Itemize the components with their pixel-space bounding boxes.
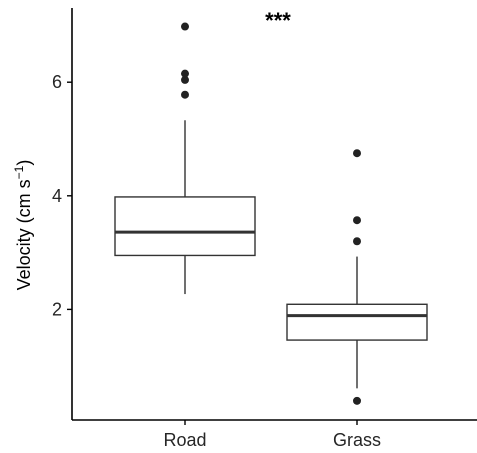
outlier-point	[353, 149, 361, 158]
y-tick-label: 2	[52, 299, 62, 319]
outlier-point	[353, 216, 361, 225]
significance-annotation: ***	[265, 8, 291, 33]
y-tick-label: 6	[52, 72, 62, 92]
outlier-point	[181, 90, 189, 99]
box-body	[114, 196, 256, 257]
box-body	[286, 303, 428, 341]
y-axis-title-close: )	[14, 160, 34, 166]
outlier-point	[181, 22, 189, 31]
y-tick-label: 4	[52, 186, 62, 206]
outlier-point	[181, 69, 189, 78]
x-tick-label: Grass	[333, 430, 381, 450]
x-tick-label: Road	[163, 430, 206, 450]
y-axis-title-superscript: −1	[12, 165, 26, 179]
outlier-point	[353, 237, 361, 246]
plot-marks: 2 4 6 Road Grass	[52, 8, 477, 450]
outlier-point	[353, 396, 361, 405]
y-axis-title: Velocity (cm s−1)	[12, 160, 34, 291]
outlier-point	[181, 75, 189, 84]
y-axis-title-main: Velocity (cm s	[14, 179, 34, 290]
